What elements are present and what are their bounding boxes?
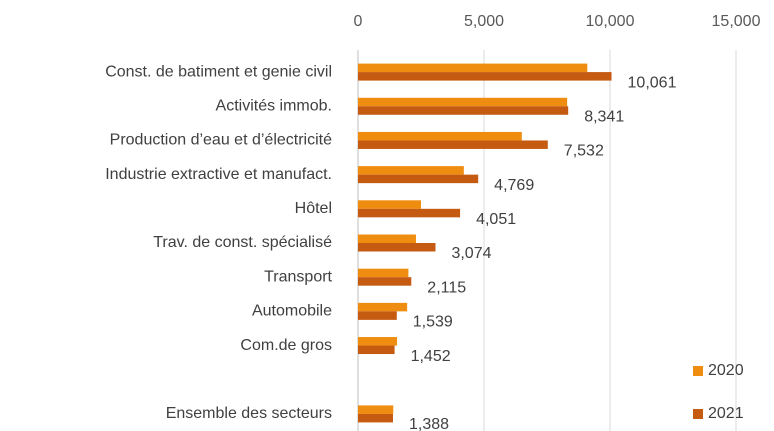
bar [358, 208, 461, 218]
data-label: 2,115 [427, 279, 466, 296]
bar [358, 63, 588, 73]
bar [358, 243, 436, 252]
y-tick-label: Ensemble des secteurs [166, 405, 332, 422]
data-label: 8,341 [584, 108, 624, 125]
bar [358, 174, 479, 184]
bar [358, 200, 421, 209]
y-tick-label: Hôtel [295, 200, 332, 217]
legend-label: 2021 [708, 405, 744, 422]
data-label: 10,061 [628, 74, 677, 91]
bar [358, 97, 568, 107]
y-tick-label: Activités immob. [216, 97, 332, 114]
legend-label: 2020 [708, 362, 744, 379]
x-tick-label: 0 [354, 13, 363, 30]
bar [358, 131, 522, 141]
x-tick-label: 15,000 [712, 13, 761, 30]
bar [358, 268, 409, 278]
x-tick-label: 10,000 [586, 13, 635, 30]
bar [358, 72, 612, 81]
y-tick-label: Const. de batiment et genie civil [105, 63, 332, 80]
bar [358, 413, 393, 423]
y-tick-label: Com.de gros [240, 337, 332, 354]
legend-swatch [693, 409, 703, 419]
bar [358, 405, 394, 414]
legend-swatch [693, 366, 703, 376]
y-tick-label: Transport [264, 268, 332, 285]
data-label: 7,532 [564, 143, 604, 160]
y-tick-label: Automobile [252, 303, 332, 320]
y-tick-label: Production d’eau et d’électricité [110, 132, 332, 149]
data-label: 1,539 [413, 314, 453, 331]
bar [358, 234, 416, 243]
bar [358, 166, 464, 175]
data-label: 3,074 [451, 245, 491, 262]
bar [358, 106, 569, 115]
y-tick-label: Trav. de const. spécialisé [153, 234, 332, 251]
x-tick-label: 5,000 [464, 13, 504, 30]
bar [358, 337, 398, 346]
bar [358, 345, 395, 355]
bar [358, 277, 412, 286]
y-tick-label: Industrie extractive et manufact. [105, 166, 332, 183]
bar [358, 302, 408, 312]
data-label: 4,051 [476, 211, 516, 228]
data-label: 1,452 [411, 348, 451, 365]
bar [358, 311, 397, 320]
bar [358, 140, 548, 149]
data-label: 1,388 [409, 416, 449, 431]
data-label: 4,769 [494, 177, 534, 194]
